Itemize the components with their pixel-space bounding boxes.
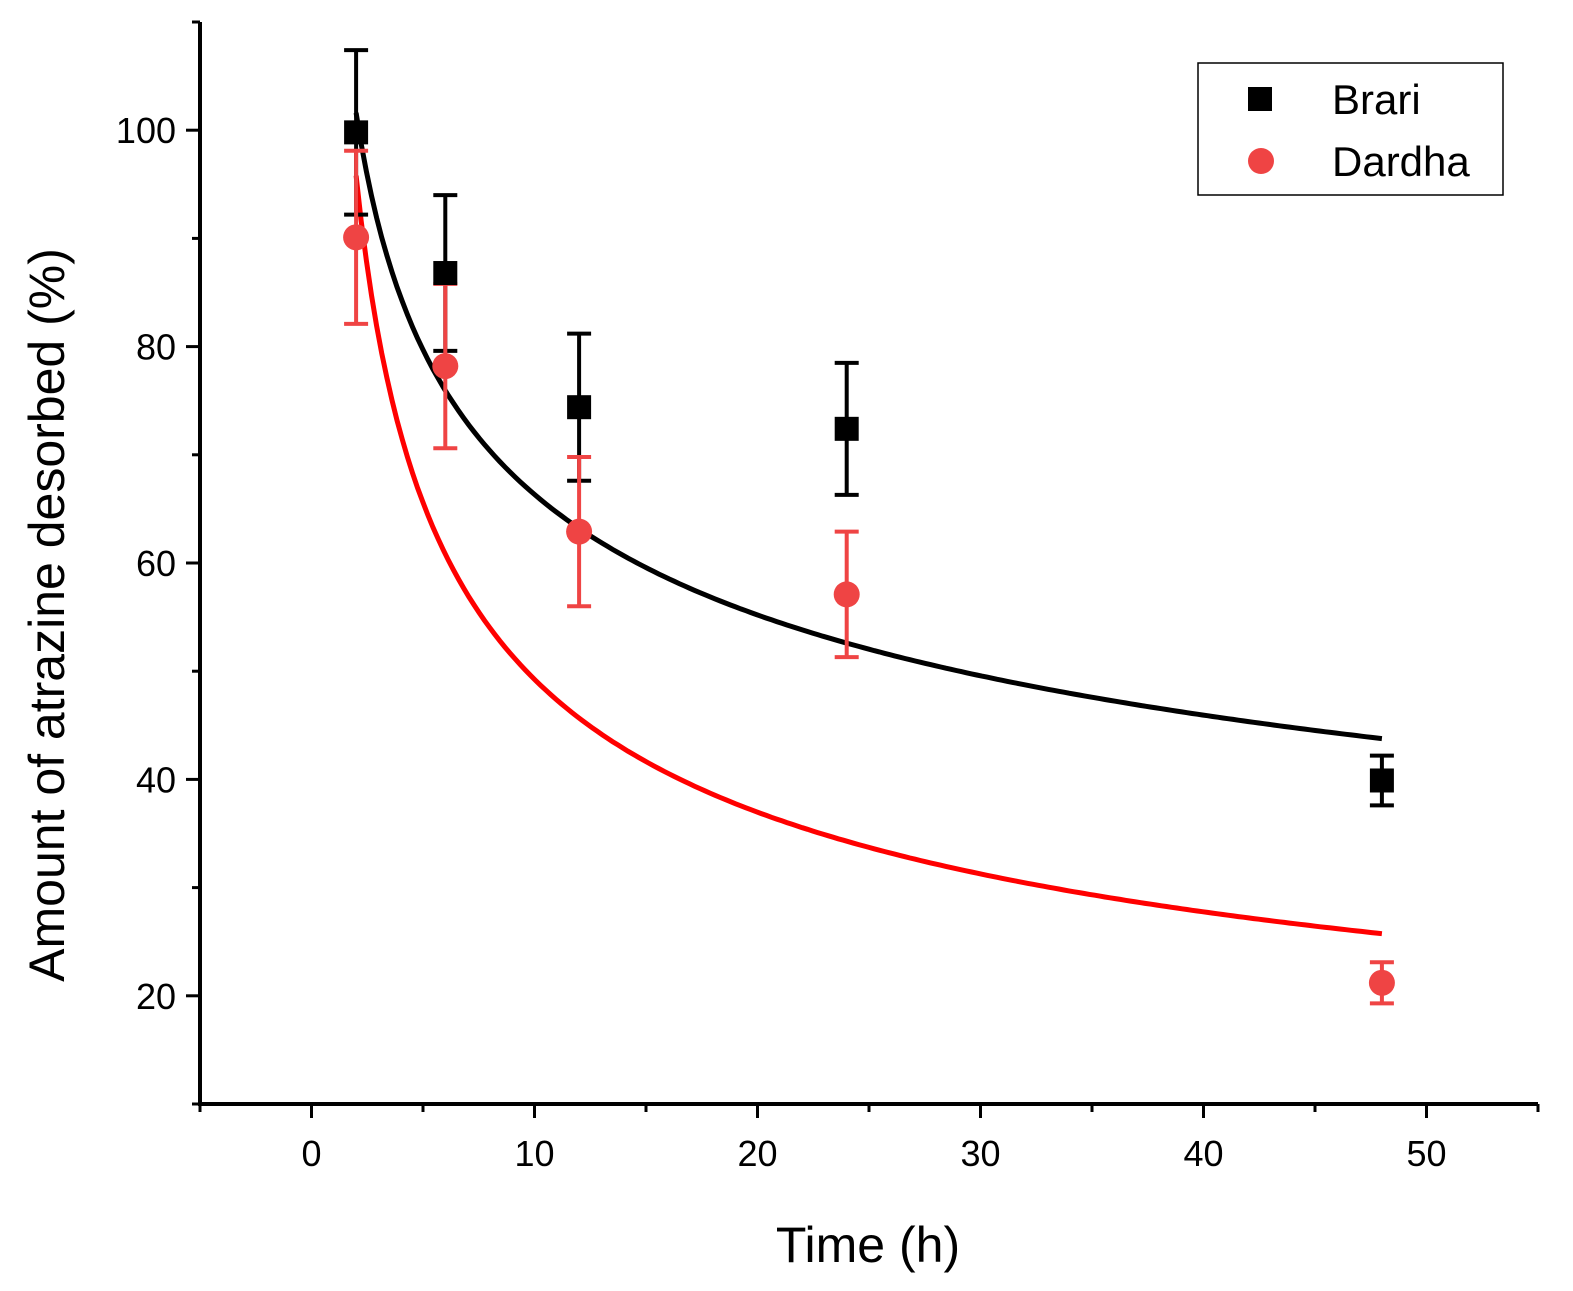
legend-marker-dardha <box>1248 148 1274 174</box>
fit-curve-brari <box>353 112 1383 742</box>
ticks: 20 40 60 80 100 0 10 20 30 40 50 <box>116 20 1540 1174</box>
legend-box <box>1197 62 1504 196</box>
point-brari <box>567 395 592 420</box>
point-dardha <box>432 353 459 380</box>
x-tick-label: 30 <box>960 1133 1000 1174</box>
x-tick-label: 0 <box>301 1133 321 1174</box>
point-dardha <box>833 581 860 608</box>
fit-curve-dardha <box>353 175 1383 937</box>
point-dardha <box>343 224 370 251</box>
x-tick-label: 20 <box>737 1133 777 1174</box>
fit-curves <box>353 112 1383 937</box>
x-tick-label: 40 <box>1183 1133 1223 1174</box>
x-tick-label: 10 <box>514 1133 554 1174</box>
y-axis-label: Amount of atrazine desorbed (%) <box>19 248 75 982</box>
legend-marker-brari <box>1248 87 1272 111</box>
data-markers <box>343 120 1395 996</box>
point-brari <box>433 261 458 286</box>
point-brari <box>1369 768 1394 793</box>
x-tick-label: 50 <box>1406 1133 1446 1174</box>
y-tick-label: 40 <box>136 759 176 800</box>
legend-label-brari: Brari <box>1332 76 1421 123</box>
y-tick-label: 20 <box>136 976 176 1017</box>
point-dardha <box>566 518 593 545</box>
legend-label-dardha: Dardha <box>1332 138 1470 185</box>
y-tick-label: 100 <box>116 110 176 151</box>
y-tick-label: 60 <box>136 543 176 584</box>
legend: Brari Dardha <box>1197 62 1504 196</box>
point-brari <box>834 416 859 441</box>
x-axis-label: Time (h) <box>776 1217 960 1273</box>
y-tick-label: 80 <box>136 327 176 368</box>
point-brari <box>344 120 369 145</box>
point-dardha <box>1368 969 1395 996</box>
